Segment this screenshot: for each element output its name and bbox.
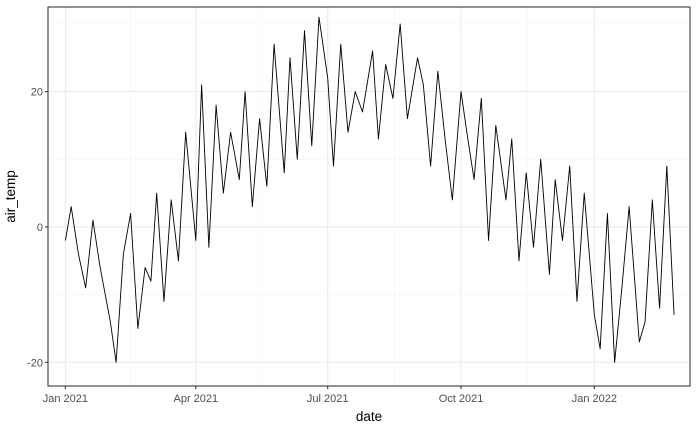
x-tick-label: Jan 2021: [43, 393, 88, 405]
x-tick-label: Jul 2021: [307, 393, 349, 405]
y-tick-label: 20: [31, 87, 43, 99]
y-axis: -20 0 20: [27, 87, 48, 369]
y-tick-label: -20: [27, 357, 43, 369]
y-tick-label: 0: [37, 222, 43, 234]
x-tick-label: Oct 2021: [439, 393, 484, 405]
x-axis: Jan 2021 Apr 2021 Jul 2021 Oct 2021 Jan 2022: [43, 386, 617, 405]
y-axis-title: air_temp: [3, 170, 18, 223]
series-line-air-temp: [64, 16, 675, 363]
grid-lines: [48, 7, 690, 386]
panel-border: [47, 6, 691, 387]
x-tick-label: Jan 2022: [572, 393, 617, 405]
x-axis-title: date: [356, 409, 382, 424]
x-tick-label: Apr 2021: [173, 393, 218, 405]
